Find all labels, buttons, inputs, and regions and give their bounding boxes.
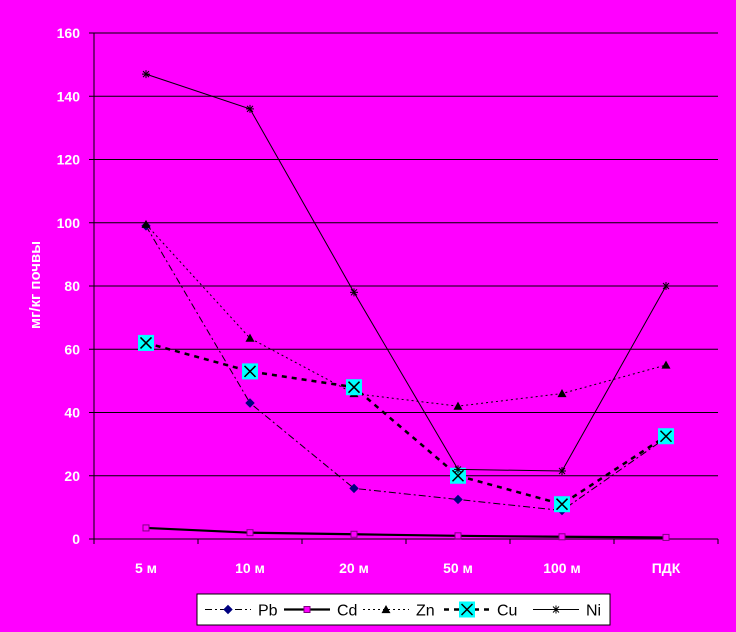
legend-entry-ni: Ni bbox=[533, 603, 601, 620]
data-point-ni bbox=[454, 465, 462, 474]
series-line-cu bbox=[145, 341, 667, 506]
series-line-cd bbox=[145, 526, 667, 539]
data-point-cu bbox=[450, 467, 466, 484]
legend-entry-cu: Cu bbox=[444, 601, 517, 620]
series-cu bbox=[138, 334, 674, 513]
data-point-zn bbox=[557, 389, 567, 398]
x-tick-label: 100 м bbox=[543, 560, 581, 576]
data-point-ni bbox=[350, 288, 358, 297]
data-point-ni bbox=[558, 467, 566, 476]
gridlines bbox=[94, 32, 718, 477]
tick-labels: 0 20 40 60 80 100 120 140 160 5 м 10 м 20 м 50 м 100 … bbox=[57, 25, 681, 576]
data-point-ni bbox=[246, 104, 254, 113]
legend-marker-cd bbox=[303, 606, 311, 613]
data-point-zn bbox=[245, 333, 255, 342]
legend-label-zn: Zn bbox=[416, 603, 435, 620]
data-point-cd bbox=[662, 533, 670, 541]
data-point-cd bbox=[558, 533, 566, 541]
series-line-pb bbox=[145, 225, 667, 512]
data-point-cd bbox=[246, 529, 254, 537]
y-tick-label: 80 bbox=[64, 278, 80, 294]
y-tick-label: 60 bbox=[64, 341, 80, 357]
series-line-ni bbox=[145, 73, 667, 472]
data-point-pb bbox=[245, 398, 255, 408]
data-point-pb bbox=[453, 494, 463, 505]
legend-entry-pb: Pb bbox=[205, 603, 278, 620]
data-point-cu bbox=[554, 496, 570, 513]
data-point-cu bbox=[346, 379, 362, 396]
y-tick-label: 40 bbox=[64, 405, 80, 421]
legend-marker-ni bbox=[552, 605, 560, 614]
legend-marker-zn bbox=[381, 605, 391, 614]
x-tick-label: ПДК bbox=[652, 560, 681, 576]
data-point-cu bbox=[658, 428, 674, 445]
series-cd bbox=[142, 524, 670, 541]
legend: Pb Cd Zn Cu Ni bbox=[196, 593, 611, 626]
x-tick-label: 20 м bbox=[339, 560, 369, 576]
y-axis-title: мг/кг почвы bbox=[27, 241, 44, 329]
axes bbox=[89, 32, 719, 544]
series bbox=[138, 70, 674, 541]
data-point-cd bbox=[454, 532, 462, 540]
legend-label-cu: Cu bbox=[497, 603, 517, 620]
legend-entry-zn: Zn bbox=[363, 603, 435, 620]
y-tick-label: 160 bbox=[57, 25, 81, 41]
y-tick-label: 120 bbox=[57, 152, 81, 168]
legend-label-pb: Pb bbox=[258, 603, 278, 620]
data-point-ni bbox=[662, 282, 670, 290]
x-tick-label: 50 м bbox=[443, 560, 473, 576]
data-point-cd bbox=[142, 524, 150, 532]
data-point-zn bbox=[661, 360, 671, 369]
data-point-zn bbox=[453, 401, 463, 410]
y-tick-label: 100 bbox=[57, 215, 81, 231]
legend-marker-pb bbox=[223, 604, 233, 615]
legend-label-cd: Cd bbox=[337, 603, 357, 620]
legend-entry-cd: Cd bbox=[284, 603, 357, 620]
data-point-cd bbox=[350, 530, 358, 538]
x-tick-label: 5 м bbox=[135, 560, 157, 576]
y-tick-label: 20 bbox=[64, 468, 80, 484]
legend-label-ni: Ni bbox=[586, 603, 601, 620]
data-point-zn bbox=[141, 219, 151, 228]
y-tick-label: 0 bbox=[72, 531, 80, 547]
data-point-pb bbox=[349, 483, 359, 494]
series-ni bbox=[142, 70, 670, 476]
data-point-cu bbox=[138, 334, 154, 351]
x-tick-label: 10 м bbox=[235, 560, 265, 576]
y-tick-label: 140 bbox=[57, 88, 81, 104]
legend-marker-cu bbox=[459, 601, 475, 618]
data-point-ni bbox=[142, 70, 150, 79]
data-point-cu bbox=[242, 363, 258, 380]
